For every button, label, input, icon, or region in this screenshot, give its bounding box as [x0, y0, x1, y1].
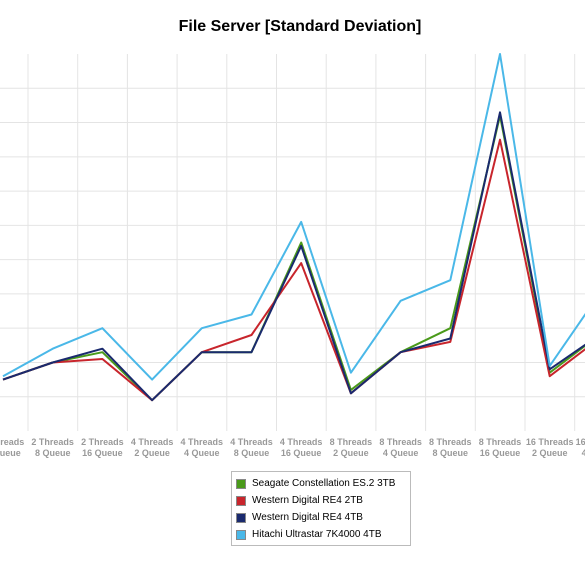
legend-swatch	[236, 512, 246, 523]
legend-label: Western Digital RE4 2TB	[252, 495, 363, 506]
chart-title: File Server [Standard Deviation]	[178, 18, 422, 35]
legend-swatch	[236, 495, 246, 506]
x-tick-label: 8 Threads 4 Queue	[379, 437, 422, 458]
legend-item: Western Digital RE4 4TB	[236, 509, 406, 526]
x-tick-label: 4 Threads 16 Queue	[280, 437, 323, 458]
x-tick-label: 16 Threads 2 Queue	[526, 437, 574, 458]
x-tick-label: 8 Threads 8 Queue	[429, 437, 472, 458]
x-tick-label: 2 Threads 16 Queue	[81, 437, 124, 458]
x-tick-label: 2 Threads 8 Queue	[31, 437, 74, 458]
legend-swatch	[236, 478, 246, 489]
legend: Seagate Constellation ES.2 3TB Western Di…	[231, 471, 411, 546]
legend-label: Western Digital RE4 4TB	[252, 512, 363, 523]
series-line	[2, 114, 585, 402]
x-tick-label: 4 Threads 4 Queue	[181, 437, 224, 458]
series-line	[2, 138, 585, 402]
series-line	[2, 53, 585, 381]
x-tick-label: 8 Threads 2 Queue	[330, 437, 373, 458]
legend-item: Seagate Constellation ES.2 3TB	[236, 475, 406, 492]
legend-swatch	[236, 529, 246, 540]
legend-item: Hitachi Ultrastar 7K4000 4TB	[236, 526, 406, 543]
grid	[0, 54, 585, 431]
legend-item: Western Digital RE4 2TB	[236, 492, 406, 509]
legend-label: Seagate Constellation ES.2 3TB	[252, 478, 396, 489]
series-lines	[2, 53, 585, 402]
x-tick-label: 4 Threads 2 Queue	[131, 437, 174, 458]
legend-label: Hitachi Ultrastar 7K4000 4TB	[252, 529, 382, 540]
series-line	[2, 111, 585, 402]
x-tick-label: 8 Threads 16 Queue	[479, 437, 522, 458]
x-tick-label: 4 Threads 8 Queue	[230, 437, 273, 458]
